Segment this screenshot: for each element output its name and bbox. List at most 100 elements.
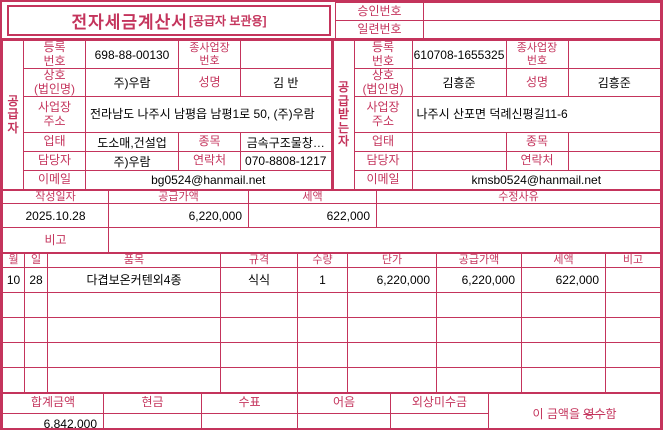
supply-amount-value: 6,220,000: [108, 203, 249, 229]
tax-amount-label: 세액: [248, 189, 377, 205]
item-qty: [297, 316, 348, 343]
item-qty: [297, 291, 348, 318]
supplier-name-value: 김 반: [240, 68, 332, 97]
supplier-branch-no-value: [240, 40, 332, 69]
recipient-biz-type-value: [411, 132, 507, 152]
recipient-name-value: 김흥준: [567, 68, 661, 97]
credit-value: [390, 412, 489, 428]
item-name: 다겹보온커텐외4종: [47, 266, 221, 293]
item-row: [2, 366, 661, 393]
recipient-party-label: 공 급 받 는 자: [332, 40, 355, 190]
invoice-title-box: 전자세금계산서 [공급자 보관용]: [7, 5, 331, 36]
col-item-header: 품목: [47, 253, 221, 268]
item-month: [2, 316, 25, 343]
totals-section: 합계금액 현금 수표 어음 외상미수금 이 금액을 영수함 6,842,000: [2, 392, 661, 428]
item-supply: [436, 341, 522, 368]
supplier-contact-value: 주)우람: [85, 151, 179, 171]
item-name: [47, 366, 221, 393]
item-qty: [297, 341, 348, 368]
cash-value: [103, 412, 202, 428]
receipt-struck-word: 영수: [583, 407, 606, 422]
col-remark-header: 비고: [605, 253, 661, 268]
note-label: 어음: [297, 392, 391, 414]
check-value: [201, 412, 298, 428]
supplier-company-label: 상호 (법인명): [23, 68, 86, 97]
issue-date-label: 작성일자: [2, 189, 109, 205]
col-tax-header: 세액: [521, 253, 606, 268]
item-remark: [605, 366, 661, 393]
item-row: 10 28 다겹보온커텐외4종 식식 1 6,220,000 6,220,000…: [2, 266, 661, 293]
item-row: [2, 291, 661, 318]
item-name: [47, 316, 221, 343]
supplier-reg-no-value: 698-88-00130: [85, 40, 179, 69]
recipient-contact-value: [411, 151, 507, 171]
item-supply: 6,220,000: [436, 266, 522, 293]
recipient-email-label: 이메일: [353, 170, 413, 190]
serial-number-value: [423, 20, 661, 39]
serial-number-label: 일련번호: [335, 20, 424, 39]
supplier-phone-value: 070-8808-1217: [240, 151, 332, 171]
totals-table: 합계금액 현금 수표 어음 외상미수금 이 금액을 영수함 6,842,000: [2, 392, 661, 428]
supplier-item-label: 종목: [178, 132, 241, 152]
title-area: 전자세금계산서 [공급자 보관용]: [2, 2, 335, 38]
recipient-item-value: [567, 132, 661, 152]
item-month: 10: [2, 266, 25, 293]
cash-label: 현금: [103, 392, 202, 414]
supplier-block: 공 급 자 등록 번호 698-88-00130 종사업장 번호 상호 (법인명…: [2, 40, 332, 190]
item-spec: [220, 341, 298, 368]
supplier-contact-label: 담당자: [23, 151, 86, 171]
header-section: 전자세금계산서 [공급자 보관용] 승인번호 일련번호: [2, 2, 661, 39]
col-spec-header: 규격: [220, 253, 298, 268]
item-tax: [521, 316, 606, 343]
col-qty-header: 수량: [297, 253, 348, 268]
invoice-title: 전자세금계산서: [71, 13, 188, 32]
total-amount-value: 6,842,000: [2, 412, 104, 428]
items-table: 월 일 품목 규격 수량 단가 공급가액 세액 비고 10 28 다겹보온커텐외…: [2, 253, 661, 393]
item-spec: 식식: [220, 266, 298, 293]
receipt-statement: 이 금액을 영수함: [488, 392, 661, 428]
credit-label: 외상미수금: [390, 392, 489, 414]
item-remark: [605, 316, 661, 343]
supplier-party-label: 공 급 자: [2, 40, 24, 190]
tax-amount-value: 622,000: [248, 203, 377, 229]
item-day: [24, 341, 48, 368]
receipt-suffix: 함: [605, 407, 617, 422]
recipient-address-value: 나주시 산포면 덕례신평길11-6: [411, 96, 661, 133]
recipient-phone-value: [567, 151, 661, 171]
revision-reason-label: 수정사유: [376, 189, 661, 205]
supplier-reg-no-label: 등록 번호: [23, 40, 86, 69]
supply-amount-label: 공급가액: [108, 189, 249, 205]
recipient-block: 공 급 받 는 자 등록 번호 610708-1655325 종사업장 번호 상…: [331, 40, 662, 190]
supplier-phone-label: 연락처: [178, 151, 241, 171]
item-supply: [436, 316, 522, 343]
item-month: [2, 291, 25, 318]
supplier-biz-type-value: 도소매,건설업: [85, 132, 179, 152]
item-day: [24, 291, 48, 318]
item-month: [2, 341, 25, 368]
item-remark: [605, 291, 661, 318]
recipient-address-label: 사업장 주소: [353, 96, 413, 133]
recipient-email-value: kmsb0524@hanmail.net: [411, 170, 661, 190]
receipt-prefix: 이 금액을: [532, 407, 584, 422]
revision-reason-value: [376, 203, 661, 229]
recipient-reg-no-value: 610708-1655325: [411, 40, 507, 69]
recipient-item-label: 종목: [505, 132, 569, 152]
item-spec: [220, 316, 298, 343]
summary-section: 작성일자 공급가액 세액 수정사유 2025.10.28 6,220,000 6…: [2, 189, 661, 254]
remark-label: 비고: [2, 227, 109, 254]
approval-number-label: 승인번호: [335, 2, 424, 21]
recipient-name-label: 성명: [505, 68, 569, 97]
recipient-company-label: 상호 (법인명): [353, 68, 413, 97]
item-unit-price: [347, 291, 437, 318]
item-name: [47, 341, 221, 368]
party-section: 공 급 자 등록 번호 698-88-00130 종사업장 번호 상호 (법인명…: [2, 38, 661, 190]
item-unit-price: [347, 316, 437, 343]
items-section: 월 일 품목 규격 수량 단가 공급가액 세액 비고 10 28 다겹보온커텐외…: [2, 253, 661, 393]
item-remark: [605, 266, 661, 293]
recipient-reg-no-label: 등록 번호: [353, 40, 413, 69]
supplier-email-value: bg0524@hanmail.net: [85, 170, 332, 190]
recipient-phone-label: 연락처: [505, 151, 569, 171]
check-label: 수표: [201, 392, 298, 414]
recipient-company-value: 김흥준: [411, 68, 507, 97]
